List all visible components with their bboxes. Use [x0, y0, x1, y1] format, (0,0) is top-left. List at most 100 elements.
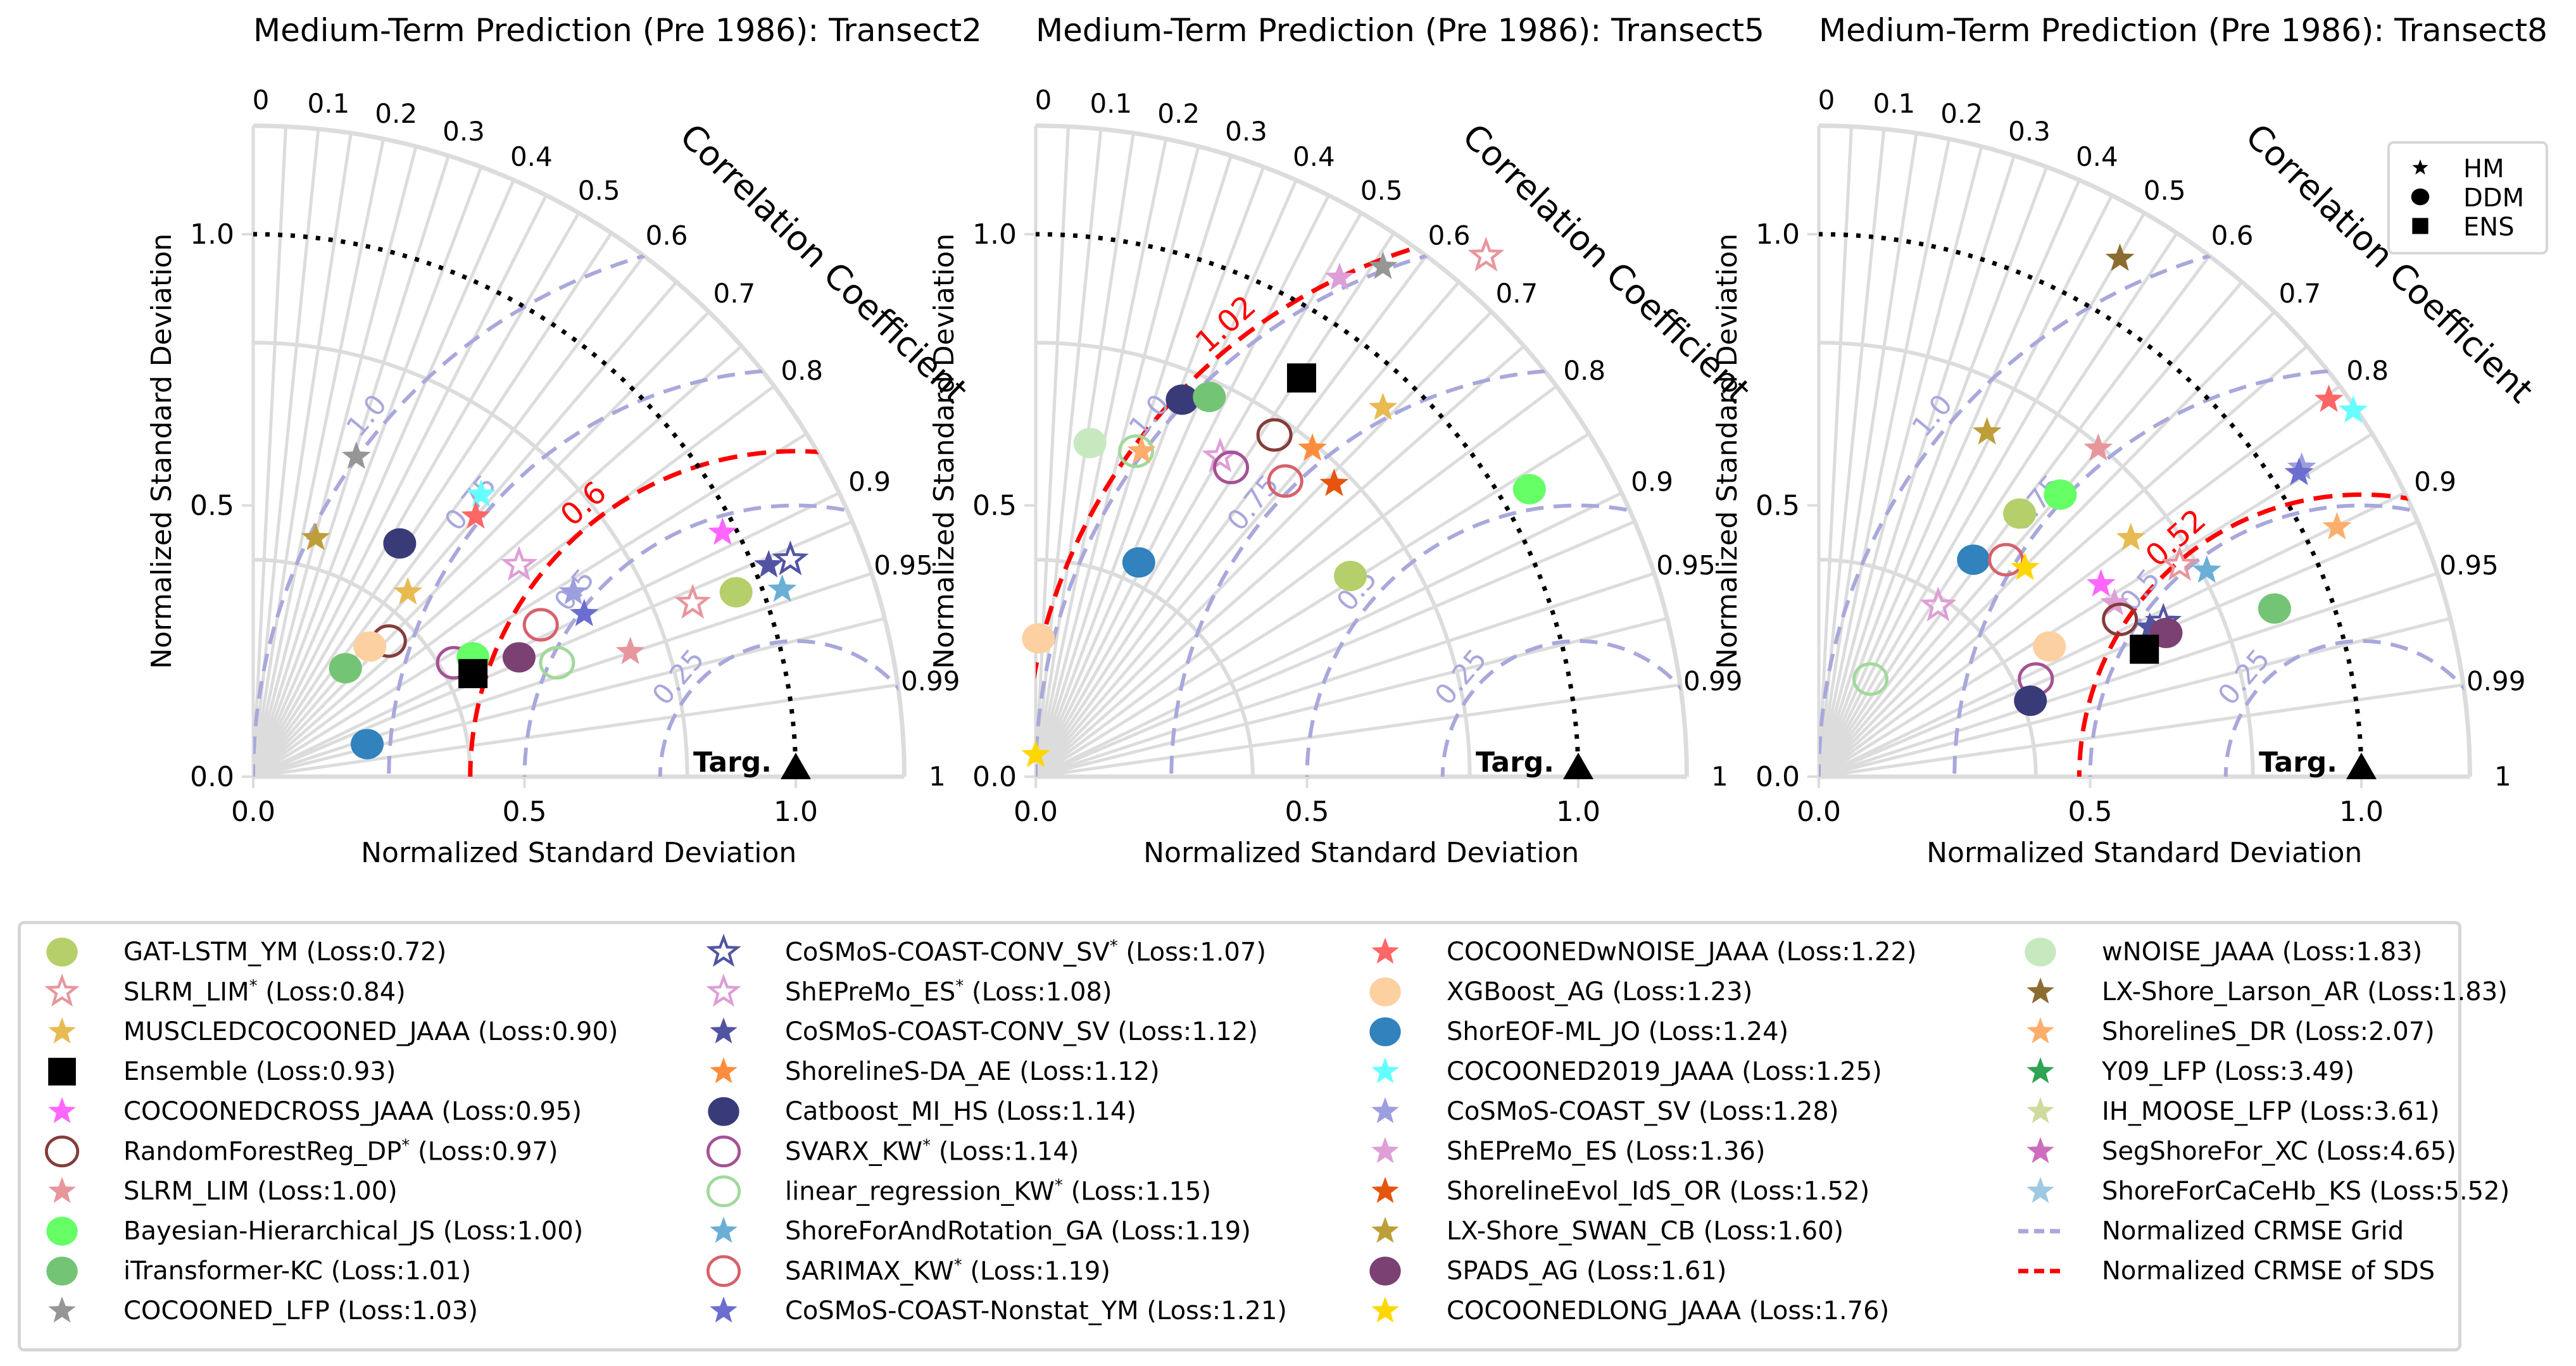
legend-label: MUSCLEDCOCOONED_JAAA (Loss:0.90) [123, 1017, 619, 1046]
legend-marker [48, 1296, 76, 1323]
y-tick-label: 0.5 [190, 490, 234, 522]
correlation-gridline [252, 384, 776, 778]
legend-label: SLRM_LIM (Loss:1.00) [123, 1177, 398, 1206]
point-linreg_s [1118, 434, 1155, 468]
point-ens [1286, 363, 1316, 393]
correlation-tick-label: 0.3 [2008, 116, 2051, 147]
legend-label: ShoreForAndRotation_GA (Loss:1.19) [785, 1217, 1251, 1246]
point-cross [708, 517, 738, 545]
correlation-tick-label: 1 [1711, 761, 1728, 792]
point-sheprem_s [500, 546, 537, 581]
target-label: Targ. [2259, 746, 2337, 779]
star-marker-icon [1371, 1296, 1399, 1323]
square-marker-icon [48, 1058, 76, 1086]
legend-label: Catboost_MI_HS (Loss:1.14) [785, 1097, 1136, 1126]
x-tick-label: 1.0 [774, 796, 818, 828]
point-xgb [353, 631, 387, 662]
x-axis-label: Normalized Standard Deviation [1926, 837, 2362, 869]
point-bayes [2044, 479, 2077, 510]
legend-item-wnoise: wNOISE_JAAA (Loss:1.83) [2018, 933, 2422, 971]
legend-item-eof: ShorEOF-ML_JO (Loss:1.24) [1363, 1013, 1788, 1051]
correlation-tick-label: 0.3 [1225, 116, 1267, 147]
correlation-tick-label: 0.7 [2278, 278, 2321, 309]
correlation-tick-label: 0.4 [1293, 141, 1335, 172]
star-marker-icon [48, 1017, 76, 1044]
point-lxswan [1972, 417, 2002, 445]
model-legend: GAT-LSTM_YM (Loss:0.72) SLRM_LIM* (Loss:0… [18, 921, 2510, 1351]
star-marker-icon [1371, 937, 1399, 964]
point-eof [1122, 547, 1155, 578]
legend-label: CoSMoS-COAST-Nonstat_YM (Loss:1.21) [785, 1296, 1287, 1325]
taylor-diagram-figure: 0.250.50.751.00.60.00.00.50.51.01.000.10… [146, 12, 2548, 869]
correlation-gridline [1034, 344, 1525, 778]
data-points [301, 441, 809, 760]
taylor-panel-1: 0.250.50.751.00.60.00.00.50.51.01.000.10… [146, 12, 982, 869]
legend-marker [46, 1217, 78, 1246]
circle-marker-icon [1369, 1017, 1401, 1046]
circle-marker-icon [1369, 977, 1401, 1006]
legend-item-sheprem: ShEPreMo_ES (Loss:1.36) [1363, 1132, 1765, 1170]
point-sheprem [1325, 262, 1354, 290]
star-marker-icon [2026, 977, 2054, 1004]
correlation-tick-label: 0 [1818, 85, 1835, 116]
legend-marker [706, 934, 741, 967]
star-marker-icon [710, 1296, 738, 1323]
legend-label: iTransformer-KC (Loss:1.01) [123, 1256, 472, 1286]
correlation-gridline [1818, 617, 2451, 779]
y-axis-label: Normalized Standard Deviation [146, 234, 178, 669]
correlation-tick-label: 0.6 [646, 220, 688, 251]
point-slrm [2083, 433, 2113, 461]
correlation-gridline [1817, 166, 2049, 777]
star-marker-icon [44, 974, 80, 1007]
correlation-tick-label: 0.95 [2439, 549, 2499, 580]
star-marker-icon [1371, 1217, 1399, 1243]
legend-marker [1369, 1256, 1401, 1286]
y-axis-label: Normalized Standard Deviation [928, 234, 960, 669]
correlation-gridline [252, 280, 678, 778]
crmse-grid-circle [2223, 639, 2470, 777]
stddev-arc [1035, 341, 1472, 777]
legend-label: COCOONEDCROSS_JAAA (Loss:0.95) [123, 1097, 582, 1126]
shape-legend-circle-icon [2411, 188, 2430, 206]
point-evol [1319, 468, 1349, 496]
star-marker-icon [2026, 1097, 2054, 1124]
star-marker-icon [2026, 1057, 2054, 1084]
correlation-gridline [1034, 138, 1168, 777]
legend-item-ens: Ensemble (Loss:0.93) [40, 1053, 396, 1091]
correlation-tick-label: 0.8 [1563, 355, 1605, 386]
circle-marker-icon [708, 1097, 739, 1126]
correlation-tick-label: 0.5 [2144, 175, 2186, 206]
correlation-tick-label: 0.9 [1631, 466, 1673, 497]
point-muscled [2116, 522, 2146, 551]
dashed-line-icon [2018, 1269, 2063, 1274]
data-points [1852, 243, 2368, 717]
legend-item-ihmoose: IH_MOOSE_LFP (Loss:3.61) [2018, 1093, 2440, 1131]
legend-label: SegShoreFor_XC (Loss:4.65) [2102, 1137, 2456, 1166]
legend-marker [2026, 977, 2054, 1004]
y-tick-label: 1.0 [1756, 218, 1800, 251]
stddev-arc [1818, 558, 2038, 777]
correlation-gridline [1034, 254, 1428, 778]
circle-marker-icon [2025, 937, 2056, 967]
point-sdr [1127, 435, 1156, 464]
circle-marker-icon [706, 1255, 741, 1288]
crmse-grid-label: 1.0 [340, 389, 393, 443]
point-wnoise [1073, 427, 1107, 458]
point-bayes [1512, 473, 1546, 504]
point-slrm [615, 636, 645, 665]
y-tick-label: 0.0 [972, 761, 1017, 793]
star-marker-icon [2026, 1137, 2054, 1163]
point-nonstat [569, 598, 599, 627]
point-sheprem_s [1919, 586, 1957, 622]
taylor-panel-2: 0.250.50.751.01.020.00.00.50.51.01.00 0.1… [928, 12, 1764, 869]
sds-crmse-circle [468, 449, 905, 777]
circle-marker-icon [46, 1217, 78, 1246]
star-marker-icon [1371, 1177, 1399, 1203]
stddev-arc [1818, 341, 2255, 777]
star-marker-icon [2026, 1177, 2054, 1203]
taylor-panel-3: 0.250.50.751.00.520.00.00.50.51.01.00 0.1… [1711, 12, 2548, 869]
legend-marker [708, 1097, 739, 1126]
stddev-arc [253, 558, 472, 777]
shape-legend-square-icon [2412, 218, 2428, 234]
circle-marker-icon [706, 1175, 741, 1208]
